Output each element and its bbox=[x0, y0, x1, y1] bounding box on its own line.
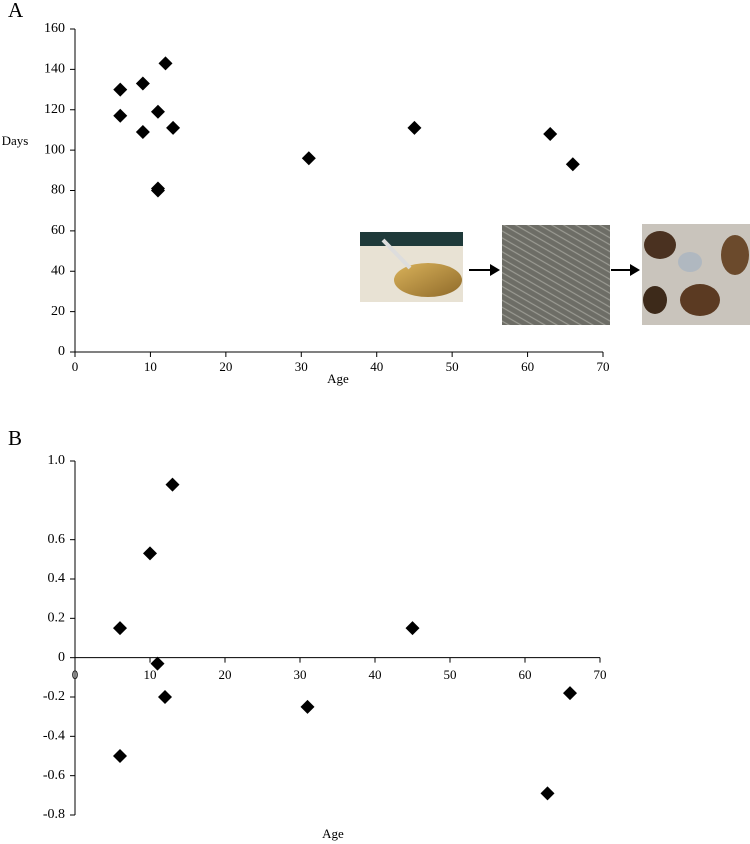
y-tick-label: 0 bbox=[58, 344, 65, 359]
x-tick-label: 0 bbox=[72, 359, 79, 374]
image-detail bbox=[360, 232, 463, 246]
y-tick-label: 0.2 bbox=[48, 611, 66, 626]
image-detail bbox=[721, 235, 749, 275]
y-tick-label: 60 bbox=[51, 223, 65, 238]
y-axis-label: Days bbox=[2, 133, 29, 148]
x-tick-label: 40 bbox=[369, 667, 382, 682]
point bbox=[135, 76, 150, 91]
point bbox=[563, 686, 577, 701]
point bbox=[150, 104, 165, 119]
point bbox=[158, 690, 172, 704]
x-tick-label: 10 bbox=[144, 667, 157, 682]
point bbox=[301, 151, 316, 166]
point bbox=[405, 621, 420, 636]
image-detail bbox=[381, 238, 412, 270]
x-axis-label: Age bbox=[322, 826, 344, 841]
panel-label: A bbox=[8, 0, 24, 22]
y-tick-label: -0.2 bbox=[43, 689, 65, 704]
image-detail bbox=[680, 284, 720, 316]
point bbox=[150, 183, 165, 198]
image-detail bbox=[678, 252, 702, 272]
point bbox=[165, 477, 180, 492]
x-tick-label: 50 bbox=[446, 359, 459, 374]
point bbox=[135, 124, 150, 139]
y-tick-label: -0.4 bbox=[43, 729, 65, 744]
y-tick-label: -0.6 bbox=[43, 768, 65, 783]
point bbox=[158, 56, 173, 71]
point bbox=[113, 82, 128, 97]
y-tick-label: 80 bbox=[51, 183, 65, 198]
y-tick-label: 120 bbox=[44, 102, 65, 117]
point bbox=[113, 749, 127, 763]
x-tick-label: 70 bbox=[597, 359, 610, 374]
y-tick-label: 20 bbox=[51, 304, 65, 319]
x-tick-label: 70 bbox=[594, 667, 607, 682]
y-tick-label: 1.0 bbox=[48, 453, 66, 468]
image-detail bbox=[643, 286, 667, 314]
x-tick-label: 50 bbox=[444, 667, 457, 682]
point bbox=[300, 699, 315, 714]
point bbox=[166, 120, 181, 135]
arrow-head bbox=[490, 264, 500, 276]
y-tick-label: 0 bbox=[58, 650, 65, 665]
y-tick-label: 140 bbox=[44, 62, 65, 77]
image-detail bbox=[394, 263, 462, 297]
y-tick-label: 0.4 bbox=[48, 571, 66, 586]
point bbox=[565, 157, 580, 172]
panel-label: B bbox=[8, 426, 22, 450]
image-cells bbox=[502, 225, 610, 325]
x-axis-label: Age bbox=[327, 371, 349, 386]
y-tick-label: -0.8 bbox=[43, 807, 65, 822]
point bbox=[150, 656, 165, 671]
x-tick-label: 0 bbox=[72, 667, 79, 682]
x-tick-label: 60 bbox=[521, 359, 534, 374]
x-tick-label: 30 bbox=[295, 359, 308, 374]
x-tick-label: 40 bbox=[370, 359, 383, 374]
y-tick-label: 0.6 bbox=[48, 532, 66, 547]
y-tick-label: 160 bbox=[44, 21, 65, 36]
point bbox=[113, 108, 128, 123]
x-tick-label: 10 bbox=[144, 359, 157, 374]
y-tick-label: 100 bbox=[44, 142, 65, 157]
x-tick-label: 30 bbox=[294, 667, 307, 682]
x-tick-label: 20 bbox=[219, 667, 232, 682]
point bbox=[113, 621, 127, 636]
point bbox=[543, 126, 558, 141]
image-detail bbox=[644, 231, 676, 259]
point bbox=[407, 120, 422, 135]
x-tick-label: 20 bbox=[219, 359, 232, 374]
process-images bbox=[360, 224, 750, 325]
point bbox=[143, 546, 157, 561]
y-tick-label: 40 bbox=[51, 263, 65, 278]
x-tick-label: 60 bbox=[519, 667, 532, 682]
point bbox=[540, 786, 555, 801]
arrow-head bbox=[630, 264, 640, 276]
